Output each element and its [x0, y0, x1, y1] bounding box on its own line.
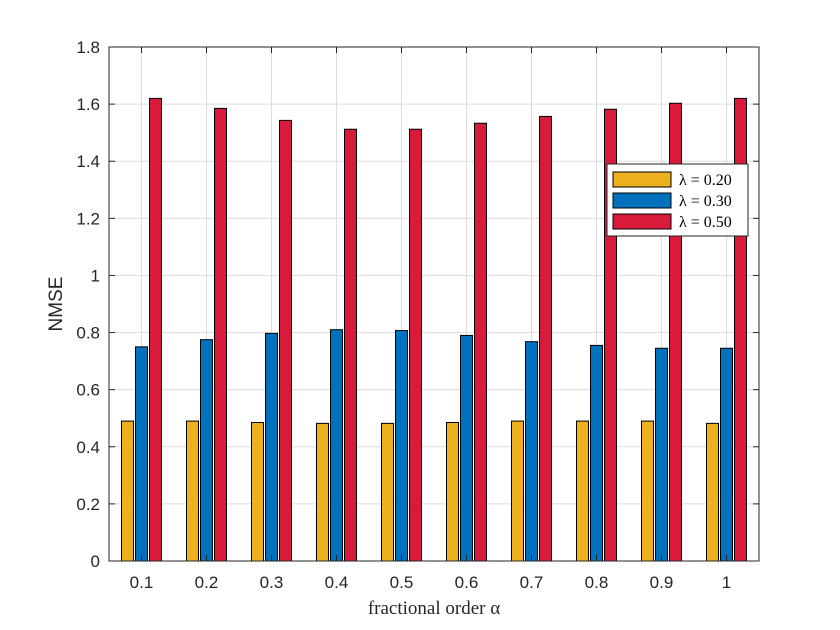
bar	[590, 344, 603, 562]
bar	[279, 119, 292, 562]
bar	[186, 420, 199, 562]
legend-entry: λ = 0.20	[679, 172, 732, 189]
bar	[200, 339, 213, 562]
x-tick-label: 0.8	[585, 573, 609, 592]
bar	[251, 422, 264, 562]
bar	[121, 420, 134, 562]
bar	[214, 107, 227, 562]
bar	[655, 347, 668, 562]
legend: λ = 0.20 λ = 0.30 λ = 0.50	[606, 163, 749, 237]
bar	[381, 422, 394, 562]
x-tick-label: 0.9	[650, 573, 674, 592]
legend-entry: λ = 0.30	[679, 193, 732, 210]
x-axis-label: fractional order α	[368, 598, 500, 619]
bar	[344, 128, 357, 562]
bar	[446, 422, 459, 562]
x-tick-label: 0.2	[195, 573, 219, 592]
bar	[706, 422, 719, 562]
bar	[395, 330, 408, 562]
legend-swatch	[612, 192, 672, 209]
bar	[525, 341, 538, 562]
x-tick-label: 0.4	[325, 573, 349, 592]
y-tick-label: 1	[91, 266, 100, 285]
x-tick-label: 0.7	[520, 573, 544, 592]
y-tick-label: 0.8	[76, 324, 100, 343]
y-tick-label: 1.2	[76, 209, 100, 228]
y-tick-label: 1.6	[76, 95, 100, 114]
legend-entry: λ = 0.50	[679, 214, 732, 231]
bar	[576, 420, 589, 562]
bar	[330, 329, 343, 562]
x-tick-label: 0.3	[260, 573, 284, 592]
axes	[108, 46, 760, 562]
y-tick-label: 0.2	[76, 495, 100, 514]
plot-frame	[108, 46, 760, 562]
bar	[511, 420, 524, 562]
y-tick-label: 1.4	[76, 152, 100, 171]
bar	[316, 422, 329, 562]
y-tick-label: 0.4	[76, 438, 100, 457]
bar	[460, 334, 473, 562]
legend-swatch	[612, 171, 672, 188]
bar	[474, 122, 487, 562]
bar	[135, 346, 148, 562]
legend-swatch	[612, 213, 672, 230]
tick-labels: 0 0.2 0.4 0.6 0.8 1 1.2 1.4 1.6 1.8 0.1 0.2 0.3 0.4 0.…	[76, 38, 731, 592]
x-tick-label: 0.6	[455, 573, 479, 592]
y-axis-label: NMSE	[46, 277, 67, 332]
x-tick-label: 0.5	[390, 573, 414, 592]
bar	[641, 420, 654, 562]
bar	[539, 115, 552, 562]
y-tick-label: 0.6	[76, 381, 100, 400]
bar	[265, 332, 278, 562]
y-tick-label: 1.8	[76, 38, 100, 57]
bar	[409, 128, 422, 562]
x-tick-label: 1	[722, 573, 731, 592]
x-tick-label: 0.1	[130, 573, 154, 592]
bar	[720, 347, 733, 562]
y-tick-label: 0	[91, 552, 100, 571]
bar	[149, 97, 162, 562]
